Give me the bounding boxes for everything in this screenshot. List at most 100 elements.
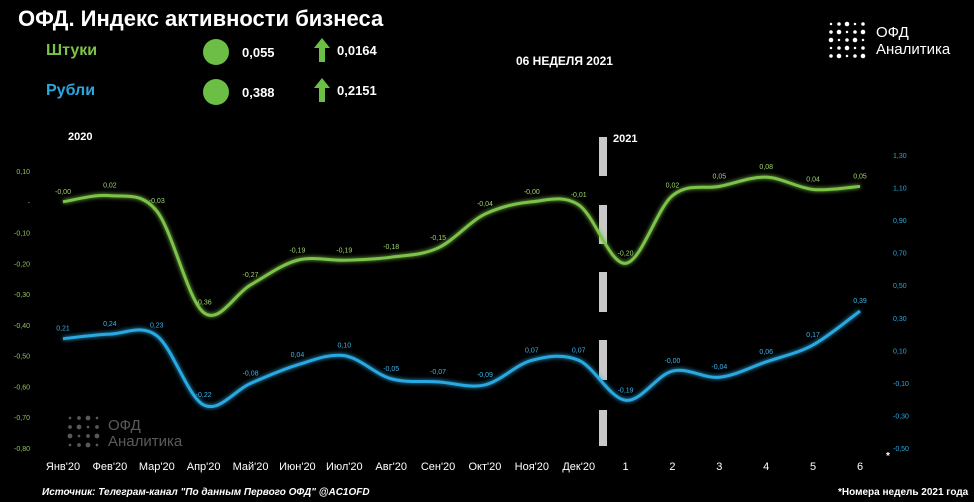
legend-label-rubles: Рубли bbox=[46, 82, 96, 99]
data-label: -0,19 bbox=[618, 387, 634, 394]
data-label: -0,07 bbox=[430, 369, 446, 376]
data-label: 0,10 bbox=[337, 343, 351, 350]
logo-dot bbox=[86, 425, 90, 429]
logo-dot bbox=[853, 54, 857, 58]
right-axis-tick-label: 1,10 bbox=[893, 186, 907, 193]
watermark-logo-icon bbox=[67, 415, 100, 448]
logo-dot bbox=[853, 46, 857, 50]
arrow-up-icon bbox=[314, 78, 330, 102]
logo-dot bbox=[77, 443, 81, 447]
logo-dot bbox=[860, 53, 866, 59]
right-axis-tick-label: -0,10 bbox=[893, 381, 909, 388]
x-axis-tick-label: Мар'20 bbox=[139, 461, 175, 473]
data-label: -0,15 bbox=[430, 235, 446, 242]
data-label: 0,17 bbox=[806, 332, 820, 339]
watermark-text-line1: ОФД bbox=[108, 417, 141, 434]
logo-dot bbox=[86, 434, 90, 438]
left-axis-tick-label: -0,20 bbox=[14, 261, 30, 268]
left-axis-tick-label: -0,50 bbox=[14, 354, 30, 361]
left-axis-tick-label: - bbox=[28, 200, 31, 207]
data-label: 0,07 bbox=[525, 347, 539, 354]
logo-dot bbox=[844, 45, 850, 51]
legend-change-rubles: 0,2151 bbox=[337, 83, 377, 98]
logo-dot bbox=[837, 46, 841, 50]
data-label: -0,04 bbox=[477, 201, 493, 208]
x-axis-tick-label: 1 bbox=[623, 461, 629, 473]
data-label: 0,02 bbox=[103, 183, 117, 190]
logo-dot bbox=[845, 38, 849, 42]
logo-dot bbox=[85, 442, 91, 448]
x-axis-tick-label: Июн'20 bbox=[279, 461, 316, 473]
logo-dot bbox=[94, 433, 100, 439]
data-label: -0,00 bbox=[55, 189, 71, 196]
x-axis-tick-label: 4 bbox=[763, 461, 769, 473]
data-label: 0,02 bbox=[666, 183, 680, 190]
year-divider-segment bbox=[599, 410, 607, 446]
data-label: 0,04 bbox=[291, 352, 305, 359]
x-axis-tick-label: Дек'20 bbox=[562, 461, 595, 473]
logo-dot bbox=[844, 21, 850, 27]
logo-dot bbox=[837, 22, 841, 26]
arrow-up-icon bbox=[314, 38, 330, 62]
x-axis-tick-label: Сен'20 bbox=[421, 461, 455, 473]
logo-dot bbox=[836, 29, 842, 35]
logo-dot bbox=[95, 416, 99, 420]
year-divider-segment bbox=[599, 137, 607, 176]
data-label: 0,21 bbox=[56, 326, 70, 333]
series-line-units bbox=[62, 175, 861, 317]
logo-dot bbox=[852, 37, 858, 43]
x-axis-tick-label: 2 bbox=[669, 461, 675, 473]
logo-dot bbox=[829, 22, 833, 26]
footnote-marker: * bbox=[886, 451, 890, 462]
year-divider-segment bbox=[599, 205, 607, 244]
data-label: -0,27 bbox=[243, 272, 259, 279]
logo-dot bbox=[861, 38, 865, 42]
logo-dot bbox=[853, 30, 857, 34]
x-axis-tick-label: Янв'20 bbox=[46, 461, 80, 473]
x-axis-tick-label: Май'20 bbox=[233, 461, 269, 473]
left-axis-tick-label: -0,10 bbox=[14, 231, 30, 238]
status-dot-units bbox=[203, 39, 229, 65]
data-label: -0,04 bbox=[711, 364, 727, 371]
data-label: -0,19 bbox=[336, 247, 352, 254]
left-axis-tick-label: -0,40 bbox=[14, 323, 30, 330]
x-axis-tick-label: 5 bbox=[810, 461, 816, 473]
x-axis-tick-label: Ноя'20 bbox=[515, 461, 549, 473]
logo-text-line1: ОФД bbox=[876, 24, 909, 41]
right-axis-tick-label: 0,10 bbox=[893, 348, 907, 355]
logo-dot bbox=[68, 425, 72, 429]
logo-dot bbox=[68, 443, 72, 447]
data-label: 0,04 bbox=[806, 176, 820, 183]
week-label: 06 НЕДЕЛЯ 2021 bbox=[516, 54, 613, 68]
data-label: -0,22 bbox=[196, 392, 212, 399]
year-label: 2020 bbox=[68, 131, 92, 143]
logo-text-line2: Аналитика bbox=[876, 41, 951, 58]
logo-dot bbox=[860, 29, 866, 35]
data-label: -0,00 bbox=[524, 189, 540, 196]
year-divider-segment bbox=[599, 340, 607, 380]
legend-value-units: 0,055 bbox=[242, 45, 275, 60]
x-axis-tick-label: Апр'20 bbox=[187, 461, 221, 473]
logo-dot bbox=[829, 54, 833, 58]
logo-dot bbox=[845, 54, 849, 58]
right-axis-tick-label: 0,50 bbox=[893, 283, 907, 290]
data-label: -0,05 bbox=[383, 366, 399, 373]
left-axis-tick-label: 0,10 bbox=[16, 169, 30, 176]
data-label: -0,00 bbox=[664, 358, 680, 365]
right-axis-tick-label: -0,50 bbox=[893, 446, 909, 453]
logo-dot bbox=[67, 433, 73, 439]
legend-label-units: Штуки bbox=[46, 42, 98, 59]
right-axis-tick-label: 0,90 bbox=[893, 218, 907, 225]
right-axis-tick-label: 0,30 bbox=[893, 316, 907, 323]
data-label: -0,18 bbox=[383, 244, 399, 251]
status-dot-rubles bbox=[203, 79, 229, 105]
data-label: -0,01 bbox=[571, 192, 587, 199]
x-axis-tick-label: Фев'20 bbox=[93, 461, 128, 473]
x-axis-tick-label: Окт'20 bbox=[469, 461, 502, 473]
x-axis-tick-label: 3 bbox=[716, 461, 722, 473]
legend-change-units: 0,0164 bbox=[337, 43, 377, 58]
left-axis-tick-label: -0,80 bbox=[14, 446, 30, 453]
left-axis-tick-label: -0,60 bbox=[14, 384, 30, 391]
left-axis-tick-label: -0,70 bbox=[14, 415, 30, 422]
source-note: Источник: Телеграм-канал "По данным Перв… bbox=[42, 487, 370, 498]
